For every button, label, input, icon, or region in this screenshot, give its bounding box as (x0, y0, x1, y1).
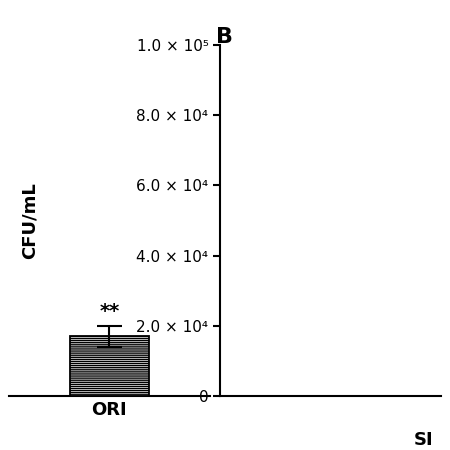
Text: SI: SI (414, 431, 433, 449)
Text: **: ** (99, 302, 119, 320)
Bar (70, 336, 149, 396)
Text: B: B (216, 27, 234, 47)
Y-axis label: CFU/mL: CFU/mL (21, 182, 39, 259)
